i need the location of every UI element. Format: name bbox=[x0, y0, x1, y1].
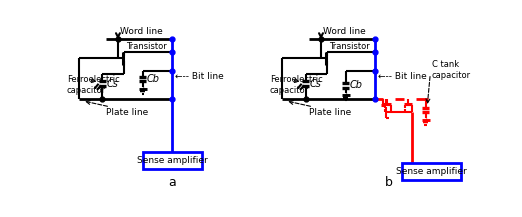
Text: a: a bbox=[168, 176, 176, 189]
Bar bbox=[143, 152, 201, 169]
Text: ←-- Bit line: ←-- Bit line bbox=[377, 72, 426, 81]
Text: Transistor: Transistor bbox=[126, 42, 167, 51]
Text: Sense amplifier: Sense amplifier bbox=[137, 156, 208, 165]
Text: ←-- Bit line: ←-- Bit line bbox=[174, 72, 223, 81]
Text: Sense amplifier: Sense amplifier bbox=[396, 167, 467, 176]
Text: C tank
capacitor: C tank capacitor bbox=[432, 60, 471, 80]
Text: Transistor: Transistor bbox=[329, 42, 370, 51]
Bar bbox=[401, 163, 460, 180]
Text: Word line: Word line bbox=[120, 27, 162, 36]
Text: Plate line: Plate line bbox=[309, 108, 351, 117]
Text: Cb: Cb bbox=[147, 74, 160, 84]
Text: Cs: Cs bbox=[310, 79, 321, 89]
Text: Word line: Word line bbox=[323, 27, 365, 36]
Text: Cb: Cb bbox=[350, 80, 363, 90]
Text: Plate line: Plate line bbox=[105, 108, 148, 117]
Text: Ferroelectric
capacitor: Ferroelectric capacitor bbox=[67, 75, 120, 95]
Text: b: b bbox=[385, 176, 393, 189]
Text: Cs: Cs bbox=[106, 79, 118, 89]
Text: Ferroelectric
capacitor: Ferroelectric capacitor bbox=[270, 75, 323, 95]
